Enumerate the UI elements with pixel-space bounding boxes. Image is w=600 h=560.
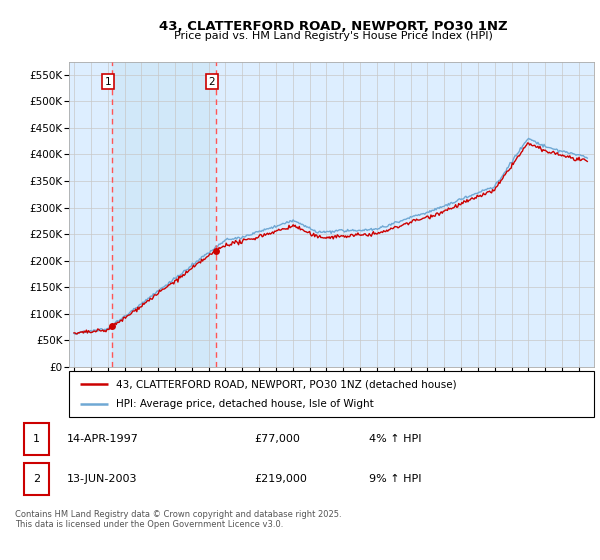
Text: £77,000: £77,000 — [254, 434, 300, 444]
Text: 1: 1 — [105, 77, 112, 87]
Text: 43, CLATTERFORD ROAD, NEWPORT, PO30 1NZ (detached house): 43, CLATTERFORD ROAD, NEWPORT, PO30 1NZ … — [116, 379, 457, 389]
FancyBboxPatch shape — [23, 464, 49, 494]
Text: 14-APR-1997: 14-APR-1997 — [67, 434, 139, 444]
Text: 4% ↑ HPI: 4% ↑ HPI — [369, 434, 422, 444]
Text: 1: 1 — [33, 434, 40, 444]
Text: Contains HM Land Registry data © Crown copyright and database right 2025.
This d: Contains HM Land Registry data © Crown c… — [15, 510, 341, 529]
FancyBboxPatch shape — [69, 371, 594, 417]
Text: £219,000: £219,000 — [254, 474, 307, 484]
Text: 43, CLATTERFORD ROAD, NEWPORT, PO30 1NZ: 43, CLATTERFORD ROAD, NEWPORT, PO30 1NZ — [158, 20, 508, 32]
Text: Price paid vs. HM Land Registry's House Price Index (HPI): Price paid vs. HM Land Registry's House … — [173, 31, 493, 41]
Text: HPI: Average price, detached house, Isle of Wight: HPI: Average price, detached house, Isle… — [116, 399, 374, 409]
Text: 2: 2 — [33, 474, 40, 484]
Text: 9% ↑ HPI: 9% ↑ HPI — [369, 474, 422, 484]
FancyBboxPatch shape — [23, 423, 49, 455]
Text: 13-JUN-2003: 13-JUN-2003 — [67, 474, 137, 484]
Text: 2: 2 — [209, 77, 215, 87]
Bar — [112, 62, 216, 367]
